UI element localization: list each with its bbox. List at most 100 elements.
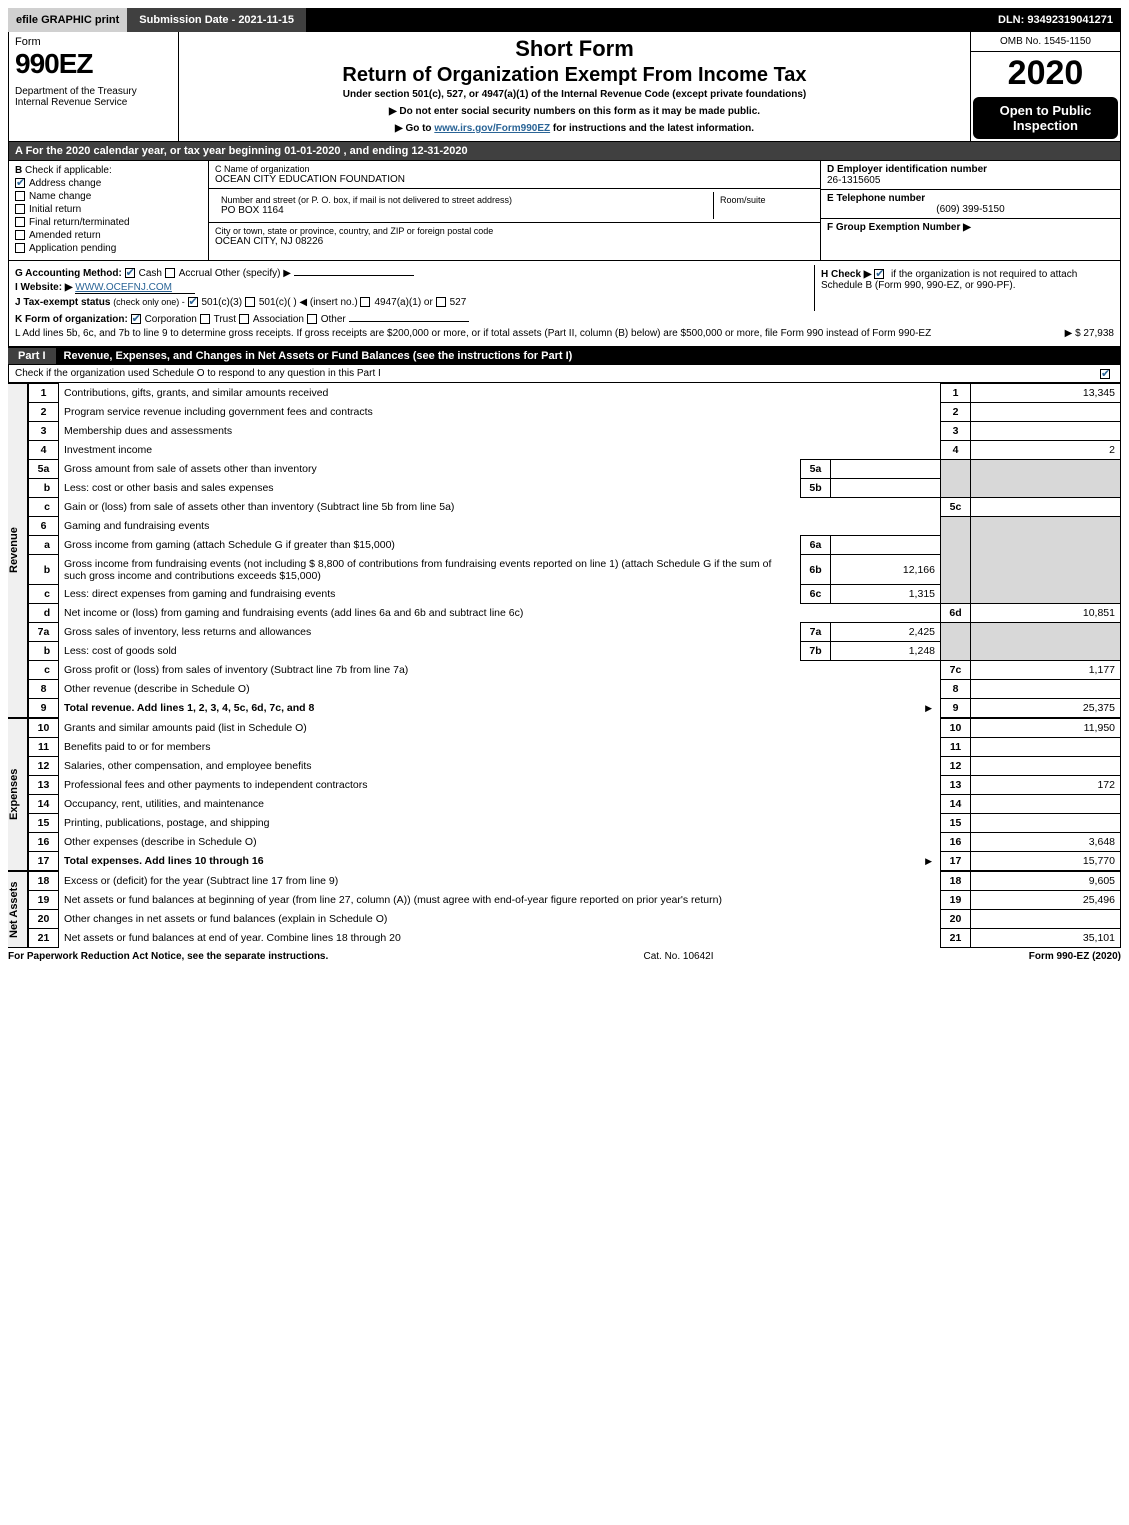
checkbox-icon: [15, 243, 25, 253]
line-num: b: [29, 555, 59, 585]
chk-label: Amended return: [29, 230, 101, 241]
table-row: 12Salaries, other compensation, and empl…: [29, 757, 1121, 776]
line-num: d: [29, 604, 59, 623]
line-desc: Excess or (deficit) for the year (Subtra…: [59, 872, 941, 891]
line-num: 7a: [29, 623, 59, 642]
form-number: 990EZ: [15, 48, 172, 80]
checkbox-icon[interactable]: [200, 314, 210, 324]
irs-link[interactable]: www.irs.gov/Form990EZ: [434, 123, 550, 134]
section-ghijkl: G Accounting Method: Cash Accrual Other …: [8, 261, 1121, 347]
shaded-cell: [941, 623, 971, 661]
omb-number: OMB No. 1545-1150: [971, 32, 1120, 52]
dln: DLN: 93492319041271: [990, 10, 1121, 30]
checkbox-icon[interactable]: [125, 268, 135, 278]
section-h: H Check ▶ if the organization is not req…: [814, 265, 1114, 311]
line-amt: [971, 795, 1121, 814]
footer-left: For Paperwork Reduction Act Notice, see …: [8, 951, 328, 962]
chk-label: Final return/terminated: [29, 217, 130, 228]
line-desc: Gross sales of inventory, less returns a…: [59, 623, 801, 642]
table-row: 19Net assets or fund balances at beginni…: [29, 891, 1121, 910]
inner-amt: 2,425: [831, 623, 941, 642]
line-desc: Gain or (loss) from sale of assets other…: [59, 498, 941, 517]
line-rn: 13: [941, 776, 971, 795]
checkbox-icon[interactable]: [307, 314, 317, 324]
header-right: OMB No. 1545-1150 2020 Open to Public In…: [970, 32, 1120, 141]
g-other: Other (specify) ▶: [215, 268, 291, 279]
part1-check-o: Check if the organization used Schedule …: [8, 365, 1121, 383]
checkbox-icon[interactable]: [874, 269, 884, 279]
table-row: 3Membership dues and assessments3: [29, 422, 1121, 441]
notice-goto: ▶ Go to www.irs.gov/Form990EZ for instru…: [189, 123, 960, 134]
c-name: OCEAN CITY EDUCATION FOUNDATION: [215, 174, 814, 185]
topbar: efile GRAPHIC print Submission Date - 20…: [8, 8, 1121, 32]
table-row: 20Other changes in net assets or fund ba…: [29, 910, 1121, 929]
chk-label: Address change: [29, 178, 101, 189]
chk-address-change[interactable]: Address change: [15, 178, 202, 189]
checkbox-icon[interactable]: [245, 297, 255, 307]
chk-name-change[interactable]: Name change: [15, 191, 202, 202]
checkbox-icon[interactable]: [165, 268, 175, 278]
j-501c: 501(c)( ) ◀ (insert no.): [259, 297, 358, 308]
line-rn: 9: [941, 699, 971, 718]
inner-amt: 1,248: [831, 642, 941, 661]
checkbox-icon[interactable]: [131, 314, 141, 324]
line-desc: Benefits paid to or for members: [59, 738, 941, 757]
k-form-org: K Form of organization: Corporation Trus…: [15, 314, 1114, 325]
c-city: OCEAN CITY, NJ 08226: [215, 236, 814, 247]
line-num: 21: [29, 929, 59, 948]
checkbox-icon[interactable]: [360, 297, 370, 307]
chk-application-pending[interactable]: Application pending: [15, 243, 202, 254]
line-rn: 19: [941, 891, 971, 910]
table-row: 9Total revenue. Add lines 1, 2, 3, 4, 5c…: [29, 699, 1121, 718]
checkbox-icon[interactable]: [188, 297, 198, 307]
website-link[interactable]: WWW.OCEFNJ.COM: [75, 282, 195, 294]
l-text: L Add lines 5b, 6c, and 7b to line 9 to …: [15, 328, 931, 339]
checkbox-icon[interactable]: [436, 297, 446, 307]
g-accounting: G Accounting Method: Cash Accrual Other …: [15, 268, 814, 279]
chk-amended-return[interactable]: Amended return: [15, 230, 202, 241]
part1-title: Revenue, Expenses, and Changes in Net As…: [64, 350, 573, 362]
section-b: B Check if applicable: Address change Na…: [9, 161, 209, 260]
form-header: Form 990EZ Department of the Treasury In…: [8, 32, 1121, 142]
line-desc: Professional fees and other payments to …: [59, 776, 941, 795]
line-amt: 15,770: [971, 852, 1121, 871]
line-rn: 1: [941, 384, 971, 403]
h-label: H Check ▶: [821, 269, 871, 280]
chk-label: Name change: [29, 191, 91, 202]
revenue-table: 1Contributions, gifts, grants, and simil…: [28, 383, 1121, 718]
checkbox-icon[interactable]: [1100, 369, 1110, 379]
line-rn: 6d: [941, 604, 971, 623]
line-desc: Less: cost or other basis and sales expe…: [59, 479, 801, 498]
inner-amt: [831, 479, 941, 498]
part1-check-o-text: Check if the organization used Schedule …: [15, 368, 381, 379]
chk-final-return[interactable]: Final return/terminated: [15, 217, 202, 228]
under-section: Under section 501(c), 527, or 4947(a)(1)…: [189, 89, 960, 100]
line-rn: 8: [941, 680, 971, 699]
c-room-label: Room/suite: [720, 195, 808, 205]
c-street: PO BOX 1164: [221, 205, 707, 216]
checkbox-icon[interactable]: [239, 314, 249, 324]
line-rn: 15: [941, 814, 971, 833]
line-desc: Program service revenue including govern…: [59, 403, 941, 422]
expenses-side-label: Expenses: [8, 718, 28, 871]
j-501c3: 501(c)(3): [202, 297, 243, 308]
expenses-section: Expenses 10Grants and similar amounts pa…: [8, 718, 1121, 871]
table-row: 5aGross amount from sale of assets other…: [29, 460, 1121, 479]
header-left: Form 990EZ Department of the Treasury In…: [9, 32, 179, 141]
chk-initial-return[interactable]: Initial return: [15, 204, 202, 215]
j-detail: (check only one) -: [113, 297, 185, 307]
k-label: K Form of organization:: [15, 314, 128, 325]
line-rn: 18: [941, 872, 971, 891]
line-amt: 13,345: [971, 384, 1121, 403]
main-title: Return of Organization Exempt From Incom…: [189, 64, 960, 87]
line-rn: 10: [941, 719, 971, 738]
arrow-icon: [925, 855, 935, 867]
line-num: c: [29, 585, 59, 604]
table-row: cGain or (loss) from sale of assets othe…: [29, 498, 1121, 517]
line-num: 19: [29, 891, 59, 910]
line-rn: 7c: [941, 661, 971, 680]
g-other-input[interactable]: [294, 275, 414, 276]
e-label: E Telephone number: [827, 193, 1114, 204]
line-num: b: [29, 479, 59, 498]
k-other-input[interactable]: [349, 321, 469, 322]
